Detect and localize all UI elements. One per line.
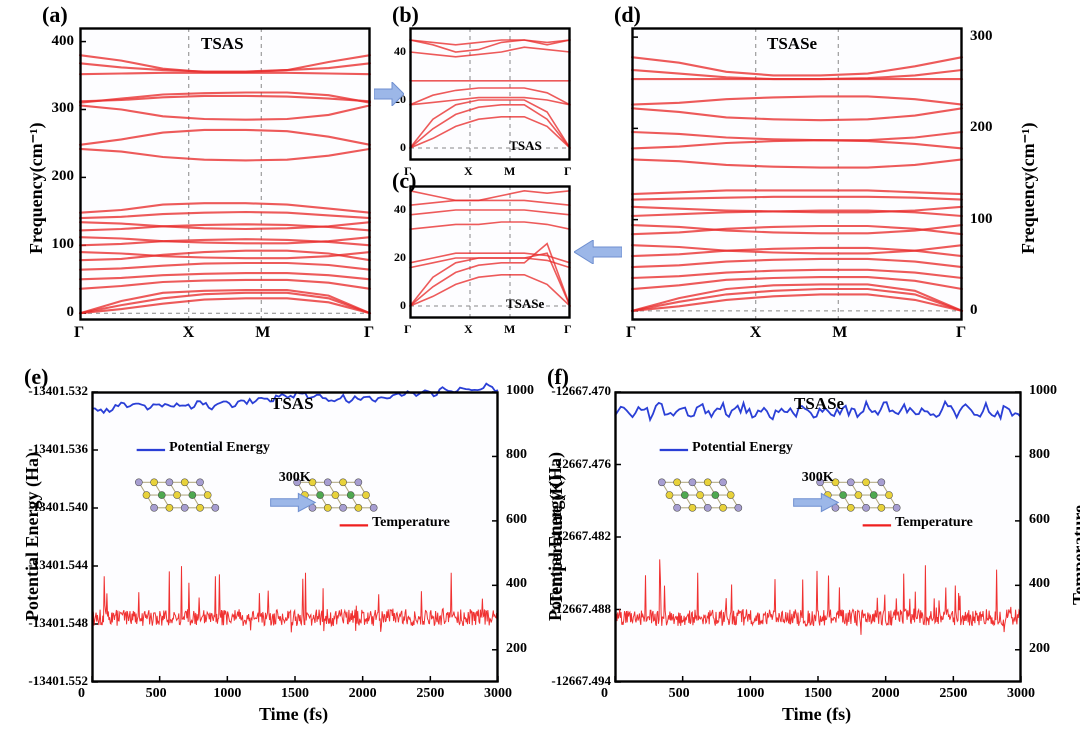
panel-label-c: (c) [392, 168, 416, 194]
ytick-d-2: 200 [970, 119, 993, 136]
xtick-b-2: M [504, 164, 515, 179]
xtick-c-3: Γ [564, 322, 572, 337]
ytick-right-f-2: 600 [1029, 512, 1050, 528]
ytick-d-3: 300 [970, 28, 993, 45]
xtick-d-0: Γ [626, 324, 636, 342]
xtick-a-1: X [183, 324, 195, 342]
ytick-left-e-4: -13401.536 [28, 441, 88, 457]
ytick-a-4: 400 [42, 33, 74, 50]
struct-label-f: 300K [802, 470, 834, 486]
ytick-left-f-1: -12667.488 [551, 601, 611, 617]
panel-d [632, 28, 962, 320]
ytick-a-3: 300 [42, 100, 74, 117]
xtick-a-0: Γ [74, 324, 84, 342]
ytick-right-f-0: 200 [1029, 641, 1050, 657]
xtick-e-4: 2000 [349, 686, 377, 702]
panel-f [615, 392, 1021, 682]
xtick-c-1: X [464, 322, 473, 337]
panel-e [92, 392, 498, 682]
xlabel-e: Time (fs) [259, 704, 328, 725]
ytick-c-2: 40 [386, 202, 406, 217]
xlabel-f: Time (fs) [782, 704, 851, 725]
panel-label-b: (b) [392, 2, 419, 28]
xtick-f-6: 3000 [1007, 686, 1035, 702]
panel-title-e: TSAS [271, 394, 314, 414]
ytick-left-f-3: -12667.476 [551, 456, 611, 472]
ytick-d-1: 100 [970, 211, 993, 228]
xtick-d-1: X [750, 324, 762, 342]
ytick-right-e-2: 600 [506, 512, 527, 528]
panel-label-d: (d) [614, 2, 641, 28]
legend-temp-e: Temperature [372, 515, 450, 531]
ytick-d-0: 0 [970, 302, 978, 319]
ytick-right-f-4: 1000 [1029, 383, 1057, 399]
arrow-a-to-b [374, 82, 404, 106]
ytick-left-e-2: -13401.544 [28, 557, 88, 573]
ytick-a-2: 200 [42, 168, 74, 185]
ytick-left-f-2: -12667.482 [551, 528, 611, 544]
panel-title-b: TSAS [509, 138, 542, 154]
xtick-a-2: M [255, 324, 270, 342]
ytick-right-e-3: 800 [506, 447, 527, 463]
xtick-f-2: 1000 [736, 686, 764, 702]
ytick-b-0: 0 [386, 140, 406, 155]
xtick-d-3: Γ [956, 324, 966, 342]
panel-b [410, 28, 570, 160]
panel-c [410, 186, 570, 318]
arrow-d-to-c [574, 240, 622, 264]
xtick-e-1: 500 [146, 686, 167, 702]
panel-label-a: (a) [42, 2, 68, 28]
xtick-e-2: 1000 [213, 686, 241, 702]
ytick-left-e-5: -13401.532 [28, 383, 88, 399]
panel-title-f: TSASe [794, 394, 844, 414]
xtick-d-2: M [832, 324, 847, 342]
xtick-e-5: 2500 [416, 686, 444, 702]
xtick-c-2: M [504, 322, 515, 337]
ytick-left-e-1: -13401.548 [28, 615, 88, 631]
ytick-right-e-4: 1000 [506, 383, 534, 399]
panel-title-d: TSASe [767, 34, 817, 54]
ylabel-d: Frequency(cm⁻¹) [1018, 122, 1039, 254]
ytick-left-f-0: -12667.494 [551, 673, 611, 689]
ytick-left-f-4: -12667.470 [551, 383, 611, 399]
xtick-e-3: 1500 [281, 686, 309, 702]
panel-title-c: TSASe [506, 296, 544, 312]
xtick-b-1: X [464, 164, 473, 179]
legend-pe-e: Potential Energy [169, 440, 270, 456]
ytick-a-1: 100 [42, 236, 74, 253]
xtick-f-3: 1500 [804, 686, 832, 702]
legend-temp-f: Temperature [895, 515, 973, 531]
xtick-b-3: Γ [564, 164, 572, 179]
ylabel-a: Frequency(cm⁻¹) [26, 122, 47, 254]
ytick-left-e-0: -13401.552 [28, 673, 88, 689]
figure-stage: ΓXMΓ(a)TSASFrequency(cm⁻¹)0100200300400Γ… [0, 0, 1080, 729]
xtick-f-5: 2500 [939, 686, 967, 702]
ylabel-right-f: Temperature (K) [1069, 505, 1080, 605]
xtick-f-4: 2000 [872, 686, 900, 702]
ytick-right-e-0: 200 [506, 641, 527, 657]
panel-title-a: TSAS [201, 34, 244, 54]
xtick-e-6: 3000 [484, 686, 512, 702]
ylabel-left-e: Potential Energy (Ha) [22, 452, 43, 621]
ytick-right-e-1: 400 [506, 576, 527, 592]
xtick-c-0: Γ [404, 322, 412, 337]
ytick-left-e-3: -13401.540 [28, 499, 88, 515]
ytick-a-0: 0 [42, 304, 74, 321]
xtick-f-1: 500 [669, 686, 690, 702]
xtick-a-3: Γ [364, 324, 374, 342]
ytick-b-2: 40 [386, 44, 406, 59]
ytick-right-f-3: 800 [1029, 447, 1050, 463]
ytick-c-1: 20 [386, 250, 406, 265]
panel-a [80, 28, 370, 320]
ytick-right-f-1: 400 [1029, 576, 1050, 592]
legend-pe-f: Potential Energy [692, 440, 793, 456]
ytick-c-0: 0 [386, 298, 406, 313]
struct-label-e: 300K [279, 470, 311, 486]
